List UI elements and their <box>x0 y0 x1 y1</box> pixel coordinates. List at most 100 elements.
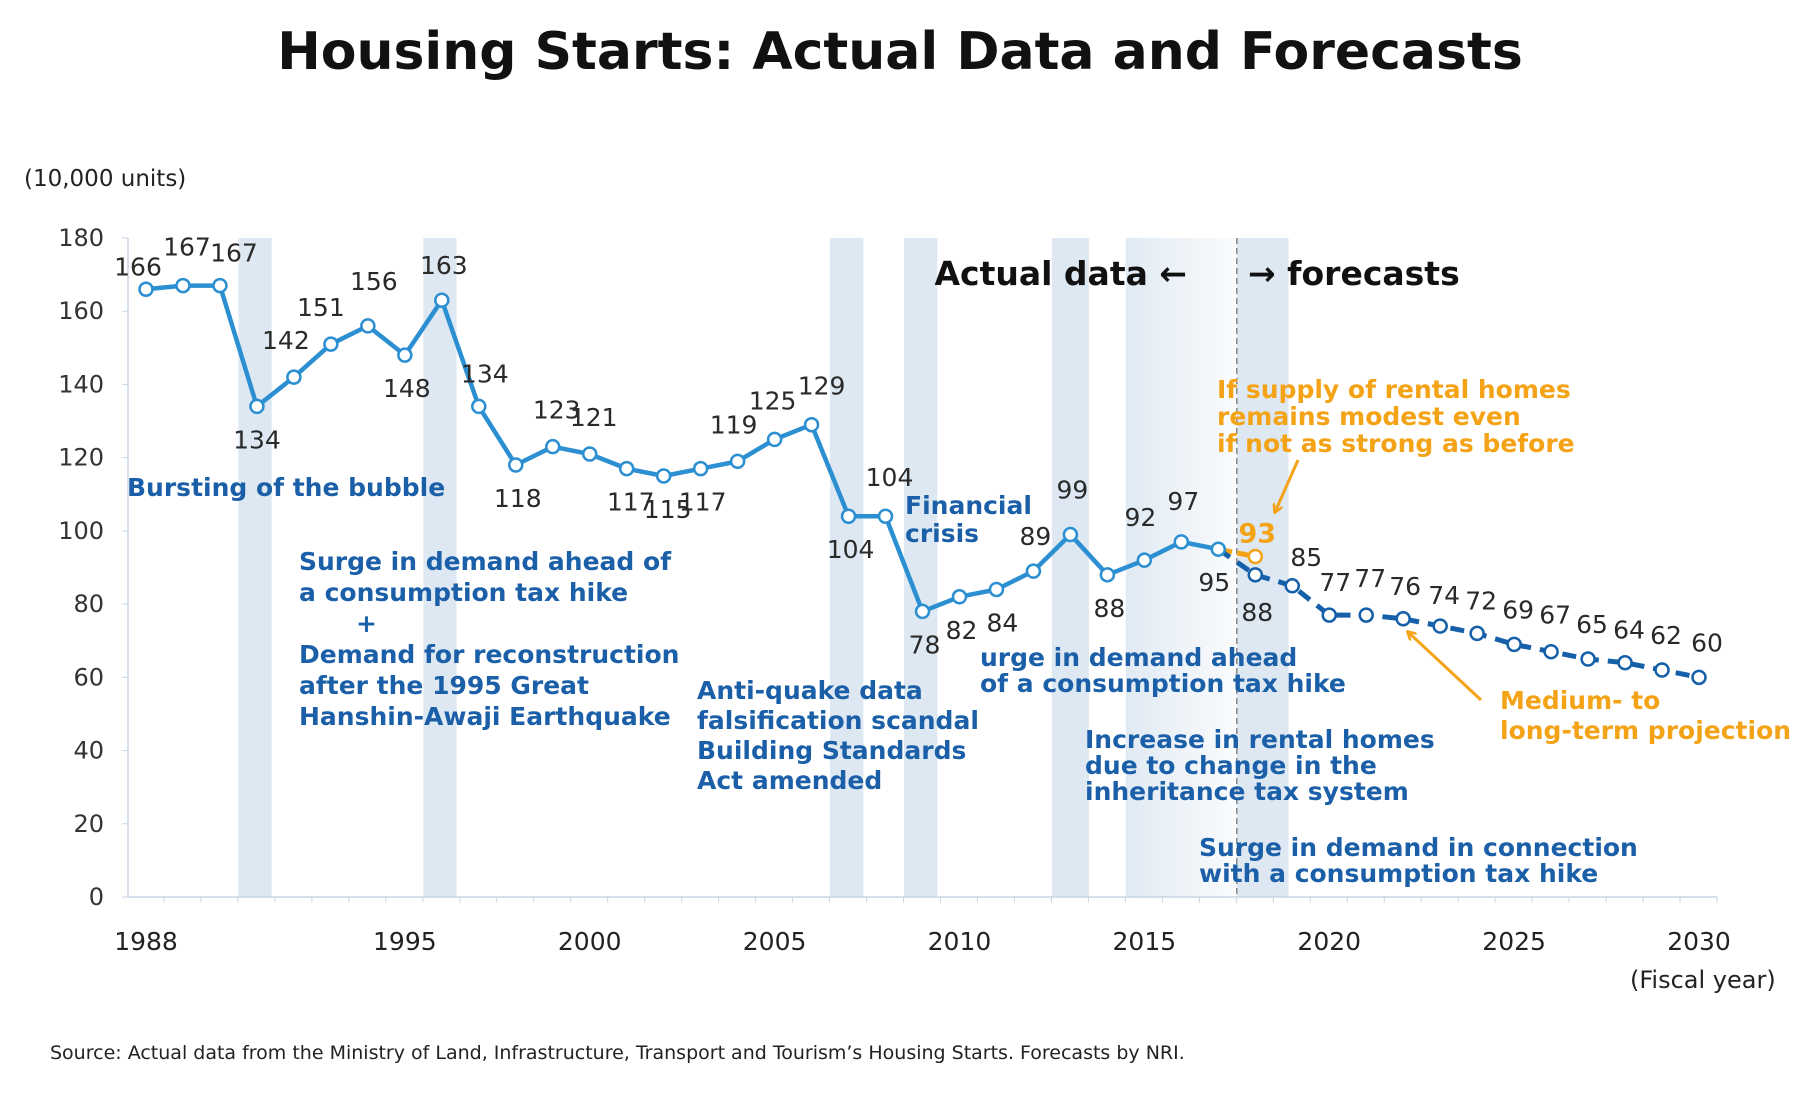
actual-data-label: 148 <box>383 374 431 403</box>
forecast-point <box>1506 636 1522 653</box>
actual-point <box>1025 563 1042 579</box>
actual-point <box>175 277 191 294</box>
annotation-line: inheritance tax system <box>1085 777 1409 806</box>
actual-data-label: 142 <box>262 326 310 355</box>
actual-point <box>840 508 857 524</box>
shaded-period <box>238 238 272 897</box>
annotation-line: Medium- to <box>1500 686 1661 715</box>
actual-point <box>360 318 376 334</box>
annotation-bubble: Bursting of the bubble <box>127 474 445 502</box>
actual-data-label: 104 <box>866 463 914 492</box>
shaded-period <box>1051 238 1089 897</box>
annotation-line: remains modest even <box>1217 402 1521 431</box>
annotation-line: falsification scandal <box>697 706 979 735</box>
actual-data-label: 104 <box>827 535 875 564</box>
source-note: Source: Actual data from the Ministry of… <box>50 1042 1185 1064</box>
forecast-data-label: 60 <box>1691 628 1723 657</box>
actual-point <box>803 416 820 433</box>
actual-point <box>914 603 931 620</box>
actual-point <box>1210 541 1227 557</box>
forecast-data-label: 76 <box>1389 572 1421 601</box>
actual-point <box>877 508 894 524</box>
forecast-point <box>1469 625 1485 642</box>
forecast-data-label: 65 <box>1576 610 1608 639</box>
x-tick-label: 1988 <box>114 927 178 956</box>
x-tick-label: 2005 <box>743 927 807 956</box>
y-tick-label: 0 <box>89 883 104 911</box>
annotation-antiquake: Anti-quake data falsification scandal Bu… <box>697 676 979 796</box>
actual-data-label: 97 <box>1167 487 1199 516</box>
actual-point <box>249 398 265 415</box>
forecast-point <box>1654 662 1670 678</box>
x-tick-label: 2000 <box>558 927 622 956</box>
arrow-rental-modest <box>1275 459 1300 512</box>
actual-data-label: 118 <box>494 484 542 513</box>
forecast-data-label: 85 <box>1290 543 1322 572</box>
actual-data-label: 163 <box>420 251 468 280</box>
actual-point <box>471 398 487 415</box>
actual-data-label: 78 <box>909 630 941 659</box>
actual-line <box>145 283 1219 615</box>
forecast-data-label: 77 <box>1319 568 1351 597</box>
y-tick-label: 80 <box>73 590 104 618</box>
shaded-period <box>423 238 457 897</box>
actual-data-label: 167 <box>163 233 211 262</box>
annotation-line: + <box>356 609 377 638</box>
annotation-surge-1997: Surge in demand ahead of a consumption t… <box>299 546 679 732</box>
annotation-line: Surge in demand in connection <box>1199 833 1638 862</box>
annotation-line: a consumption tax hike <box>299 578 629 607</box>
y-tick-label: 20 <box>73 810 104 838</box>
actual-data-label: 134 <box>233 425 281 454</box>
x-tick-label: 2025 <box>1482 927 1546 956</box>
annotation-line: if not as strong as before <box>1217 429 1575 458</box>
actual-point <box>729 453 746 470</box>
y-tick-label: 120 <box>58 444 104 472</box>
actual-point <box>618 460 635 477</box>
y-tick-label: 100 <box>58 517 104 545</box>
annotation-line: Bursting of the bubble <box>127 473 446 502</box>
actual-data-label: 99 <box>1056 476 1088 505</box>
actual-data-label: 88 <box>1093 594 1125 623</box>
annotation-line: Act amended <box>697 766 883 795</box>
chart-title: Housing Starts: Actual Data and Forecast… <box>277 22 1523 82</box>
annotation-line: Demand for reconstruction <box>299 640 680 669</box>
actual-data-label: 151 <box>297 293 345 322</box>
annotation-line: due to change in the <box>1085 751 1377 780</box>
shaded-period <box>904 238 938 897</box>
forecast-point <box>1247 567 1264 583</box>
x-tick-label: 2015 <box>1113 927 1177 956</box>
actual-point <box>1062 526 1079 543</box>
actual-data-label: 125 <box>749 386 797 415</box>
annotation-line: of a consumption tax hike <box>980 669 1346 698</box>
annotation-line: long-term projection <box>1500 716 1792 745</box>
annotation-line: Building Standards <box>697 736 967 765</box>
x-tick-label: 1995 <box>373 927 437 956</box>
actual-data-label: 92 <box>1124 503 1156 532</box>
annotation-financial-crisis: Financial crisis <box>905 492 1032 548</box>
arrow-medium-long-term <box>1408 632 1483 702</box>
actual-point <box>1099 567 1116 583</box>
x-tick-label: 2010 <box>928 927 992 956</box>
forecast-point <box>1580 651 1596 667</box>
forecasts-label: → forecasts <box>1248 254 1460 293</box>
annotation-line: after the 1995 Great <box>299 671 590 700</box>
forecast-point <box>1395 611 1411 627</box>
x-axis-unit-label: (Fiscal year) <box>1630 966 1776 994</box>
actual-data-label: 129 <box>798 372 846 401</box>
actual-data-label: 84 <box>987 608 1019 637</box>
actual-point <box>988 581 1005 598</box>
actual-data-label: Actual data ← <box>934 254 1187 293</box>
actual-data-label: 156 <box>350 267 398 296</box>
forecast-point <box>1543 643 1559 660</box>
actual-data-label: 117 <box>607 488 655 517</box>
annotation-line: Financial <box>905 491 1032 520</box>
forecast-point <box>1691 669 1707 686</box>
actual-point <box>766 431 783 448</box>
actual-data-label: 82 <box>946 616 978 645</box>
annotation-line: crisis <box>905 519 980 548</box>
actual-data-label: 115 <box>644 495 692 524</box>
forecast-point <box>1617 654 1633 671</box>
annotation-medium-long-term: Medium- to long-term projection <box>1500 686 1791 746</box>
forecast-point <box>1321 607 1337 623</box>
forecast-data-label: 69 <box>1502 595 1534 624</box>
